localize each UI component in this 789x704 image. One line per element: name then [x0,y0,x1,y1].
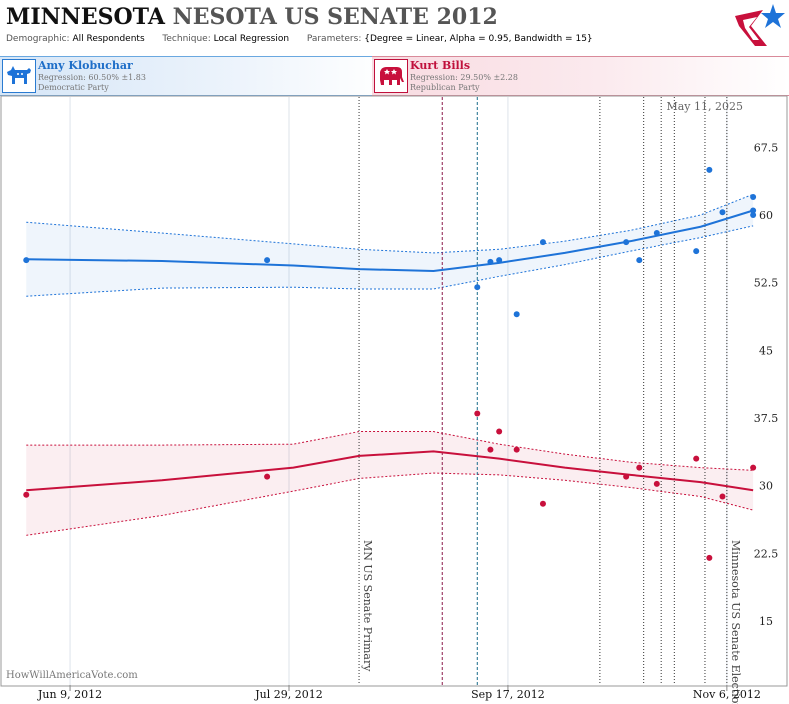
site-logo-icon[interactable] [733,2,785,50]
page-title: MINNESOTA NESOTA US SENATE 2012 [6,4,498,30]
poll-point [719,493,726,500]
y-axis: 15 22.5 30 37.5 45 52.5 60 67.5 [754,141,779,628]
y-tick-label: 52.5 [754,277,779,290]
poll-point [750,207,757,214]
x-axis: Jun 9, 2012 Jul 29, 2012 Sep 17, 2012 Nov 6… [37,685,761,701]
poll-point [719,209,726,216]
x-tick-label: Nov 6, 2012 [693,688,761,701]
trend-lines [26,209,754,492]
poll-point [750,193,757,200]
event-label: Minnesota US Senate Election [729,540,742,704]
poll-point [23,491,30,498]
y-tick-label: 45 [759,344,773,357]
band-upper [26,431,754,471]
poll-point [750,464,757,471]
poll-point [706,554,713,561]
poll-point [693,455,700,462]
x-tick-label: Sep 17, 2012 [471,688,545,701]
poll-point [474,284,481,291]
poll-point [264,257,271,264]
band-upper [26,193,754,254]
confidence-band [26,431,754,536]
parameters-value: {Degree = Linear, Alpha = 0.95, Bandwidt… [364,34,593,44]
technique-value: Local Regression [213,34,290,44]
date-stamp: May 11, 2025 [666,100,743,113]
poll-point [750,212,757,219]
poll-chart: MN US Senate Primary Minnesota US Senate … [0,95,788,704]
poll-point [653,230,660,237]
candidate-name: Amy Klobuchar [38,59,133,72]
parameters-label: Parameters: [306,34,362,44]
demographic-value: All Respondents [72,34,145,44]
candidate-panel-klobuchar: Amy Klobuchar Regression: 60.50% ±1.83 D… [0,56,385,96]
y-tick-label: 30 [759,480,773,493]
trend-line [26,209,754,272]
poll-point [487,258,494,265]
parameters-line: Demographic: All Respondents Technique: … [6,34,593,44]
poll-point [513,446,520,453]
title-rest: NESOTA US SENATE 2012 [172,4,498,30]
poll-point [623,239,630,246]
confidence-band [26,194,754,297]
candidate-party: Democratic Party [38,83,109,92]
candidate-regression: Regression: 60.50% ±1.83 [38,73,146,82]
poll-point [539,500,546,507]
confidence-bands [26,193,754,536]
poll-points [23,166,757,561]
y-tick-label: 67.5 [754,141,779,154]
elephant-icon [374,59,408,93]
header: MINNESOTA NESOTA US SENATE 2012 Demograp… [0,0,789,52]
event-label: MN US Senate Primary [361,540,374,672]
poll-point [487,446,494,453]
band-lower [26,472,754,536]
y-tick-label: 15 [759,615,773,628]
demographic-label: Demographic: [6,34,70,44]
title-state: MINNESOTA [6,4,165,30]
y-tick-label: 22.5 [754,547,779,560]
poll-point [693,248,700,255]
poll-point [653,480,660,487]
candidate-name: Kurt Bills [410,59,471,72]
y-tick-label: 60 [759,209,773,222]
candidate-info: Regression: 60.50% ±1.83 Democratic Part… [38,73,146,93]
donkey-icon [2,59,36,93]
candidate-info: Regression: 29.50% ±2.28 Republican Part… [410,73,518,93]
band-lower [26,225,754,297]
plot-frame [0,95,788,687]
poll-point [23,257,30,264]
poll-point [496,428,503,435]
poll-point [706,166,713,173]
poll-point [636,257,643,264]
y-tick-label: 37.5 [754,412,779,425]
x-tick-label: Jun 9, 2012 [37,688,102,701]
trend-line [26,450,754,492]
poll-point [539,239,546,246]
poll-point [513,311,520,318]
poll-point [636,464,643,471]
poll-point [623,473,630,480]
poll-point [264,473,271,480]
poll-point [474,410,481,417]
event-lines: MN US Senate Primary Minnesota US Senate … [358,97,742,704]
x-tick-label: Jul 29, 2012 [254,688,323,701]
candidate-panel-bills: Kurt Bills Regression: 29.50% ±2.28 Repu… [372,56,789,96]
poll-point [496,257,503,264]
candidate-regression: Regression: 29.50% ±2.28 [410,73,518,82]
technique-label: Technique: [162,34,211,44]
candidate-party: Republican Party [410,83,480,92]
watermark[interactable]: HowWillAmericaVote.com [6,670,138,681]
